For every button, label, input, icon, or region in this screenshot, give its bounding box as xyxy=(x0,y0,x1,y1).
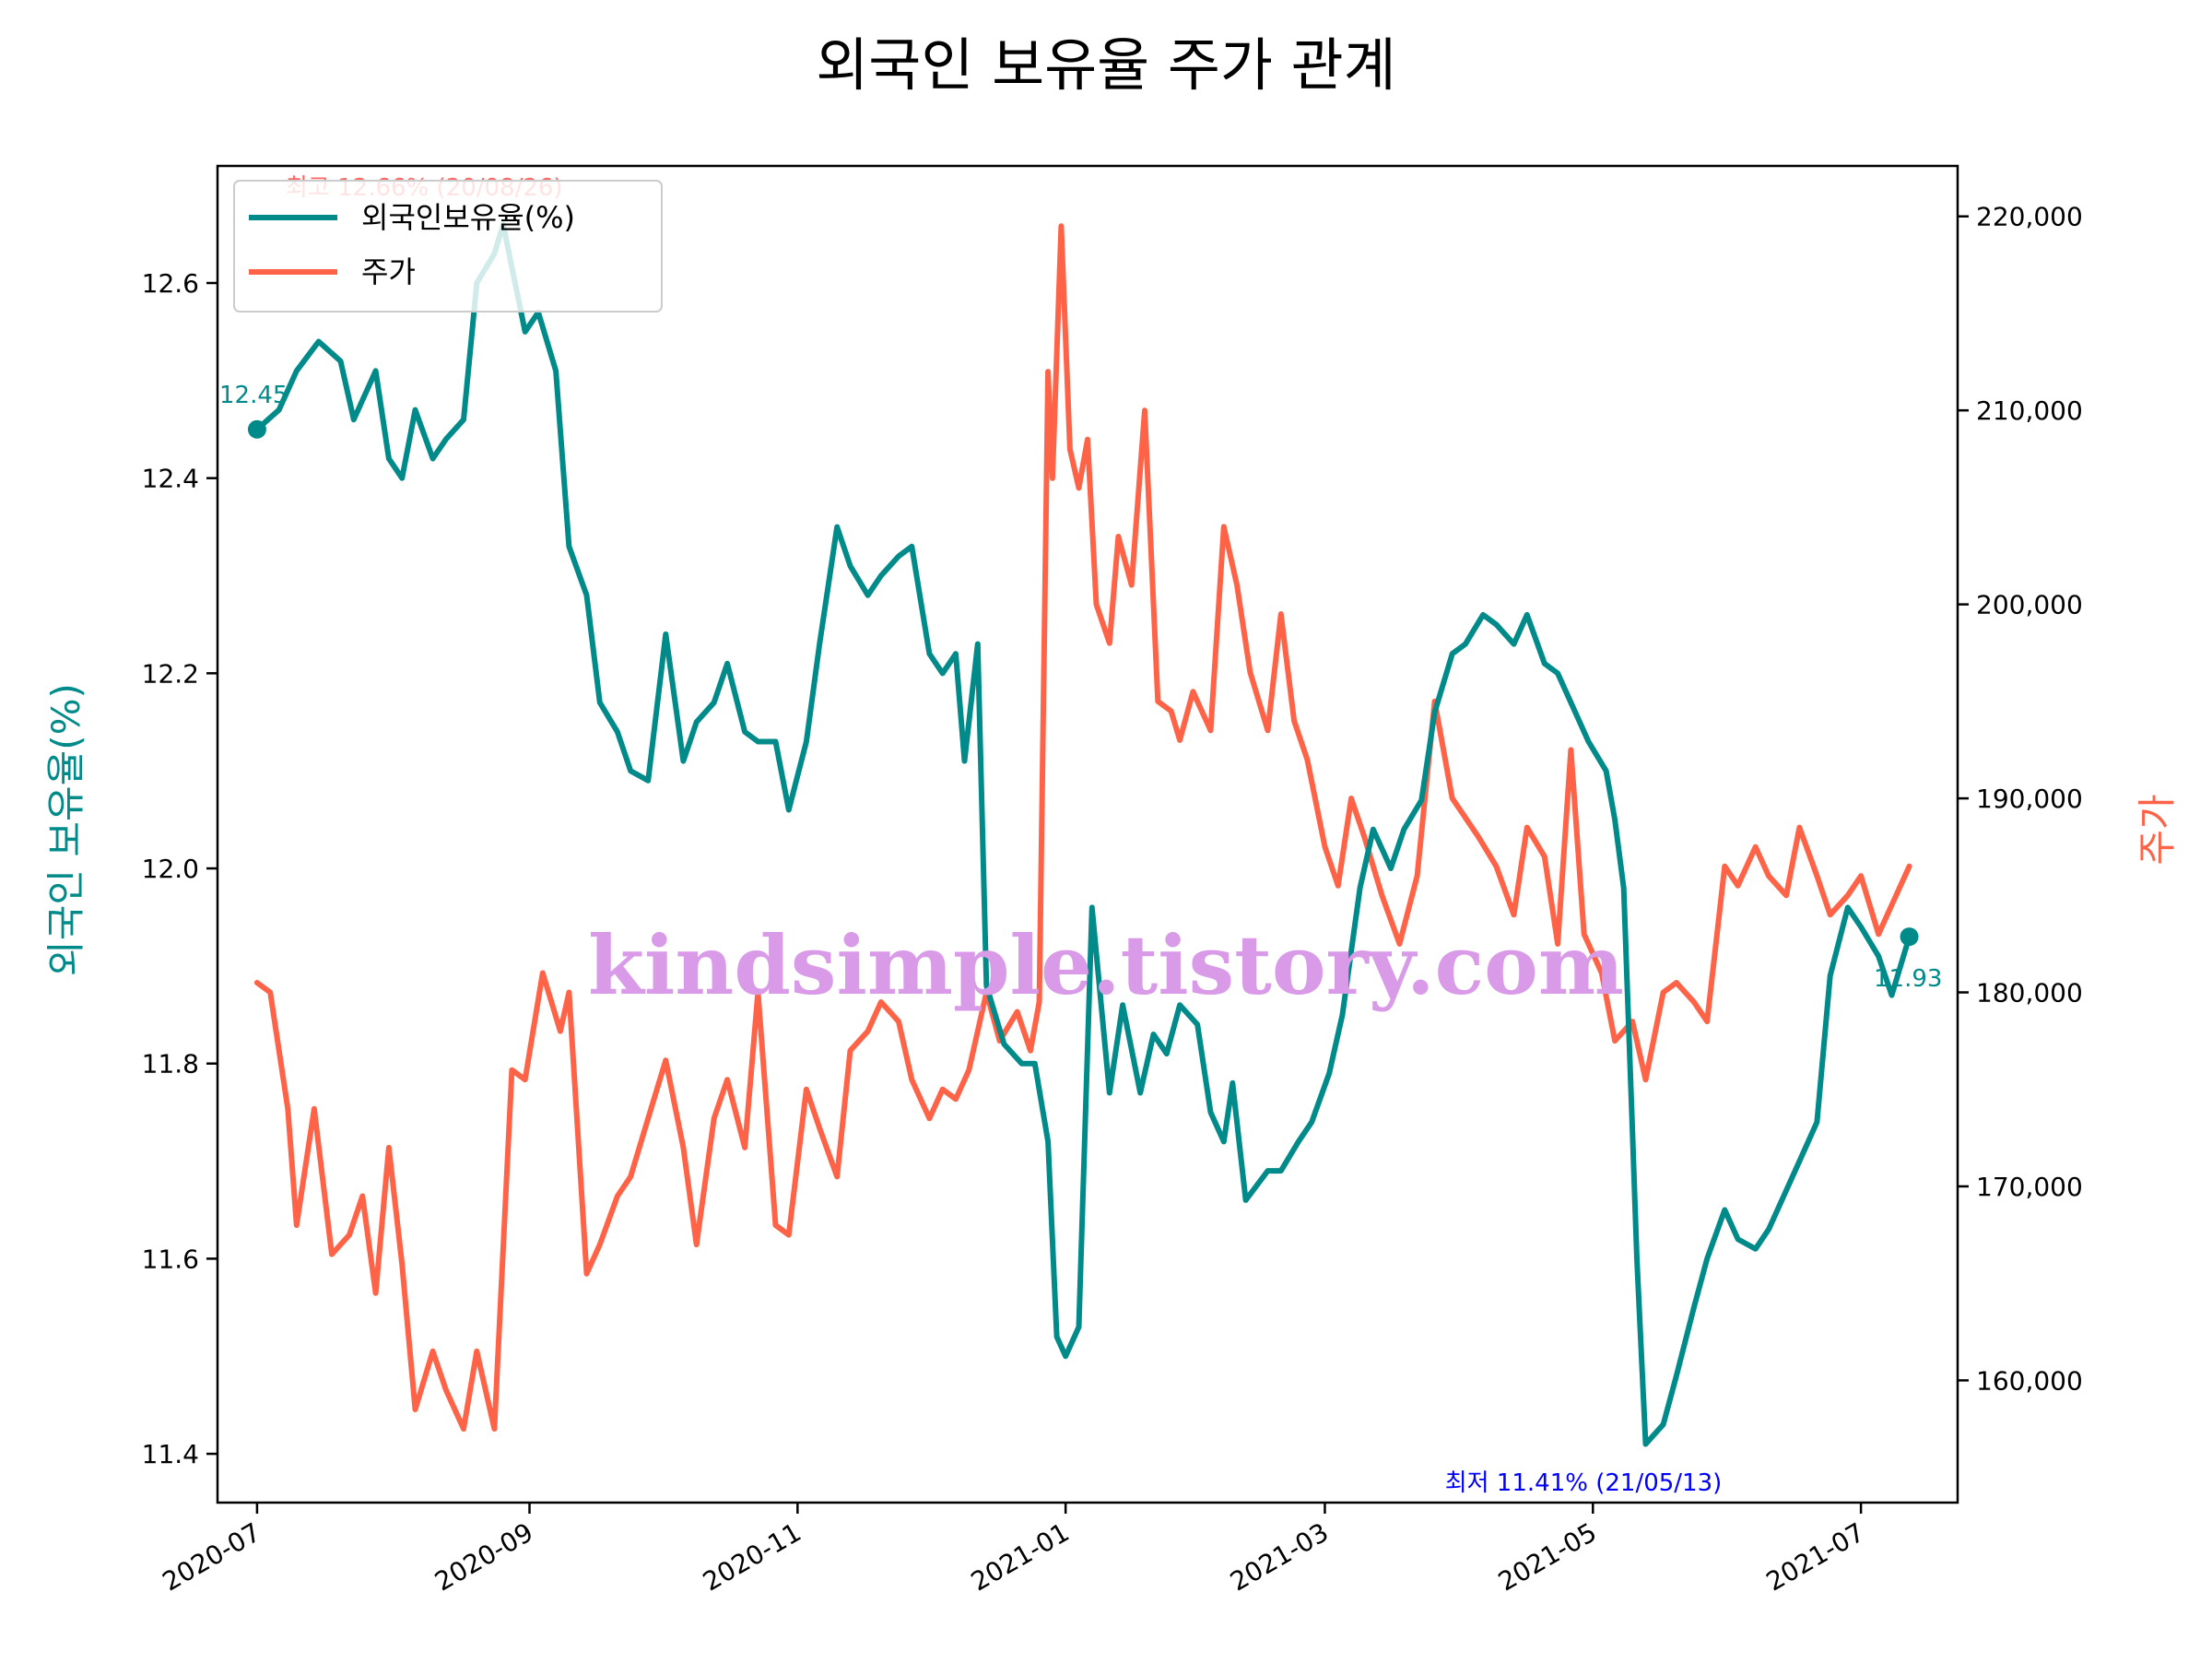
y-left-tick-label: 12.6 xyxy=(142,268,199,299)
chart-title: 외국인 보유율 주가 관계 xyxy=(816,31,1396,99)
series-layer xyxy=(247,221,1919,1447)
y-axis-left: 11.4 11.6 11.8 12.0 12.2 12.4 12.6 xyxy=(142,268,218,1469)
series-line-stock-price xyxy=(253,223,1912,1432)
y-right-tick-label: 220,000 xyxy=(1976,202,2083,232)
y-axis-right-title: 주가 xyxy=(2135,794,2180,865)
y-right-tick-label: 160,000 xyxy=(1976,1365,2083,1396)
y-right-tick-label: 170,000 xyxy=(1976,1172,2083,1202)
plot-frame xyxy=(216,164,1959,1504)
y-left-tick-label: 12.0 xyxy=(142,854,199,884)
y-right-tick-label: 210,000 xyxy=(1976,395,2083,426)
y-left-tick-label: 11.4 xyxy=(142,1439,199,1469)
y-right-tick-label: 180,000 xyxy=(1976,978,2083,1008)
legend: 외국인보유율(%) 주가 xyxy=(233,180,663,313)
min-annotation: 최저 11.41% (21/05/13) xyxy=(1445,1469,1723,1497)
y-axis-right: 160,000 170,000 180,000 190,000 200,000 210,0… xyxy=(1958,202,2083,1396)
start-value-label: 12.45 xyxy=(219,382,288,409)
y-axis-left-title: 외국인 보유율(%) xyxy=(43,683,88,976)
y-right-tick-label: 200,000 xyxy=(1976,590,2083,620)
legend-label-ratio: 외국인보유율(%) xyxy=(361,200,575,235)
y-right-tick-label: 190,000 xyxy=(1976,784,2083,814)
watermark-text: kindsimple.tistory.com xyxy=(588,917,1624,1013)
legend-label-price: 주가 xyxy=(361,254,416,289)
end-point-marker xyxy=(1900,927,1919,947)
y-left-tick-label: 12.4 xyxy=(142,464,199,494)
start-point-marker xyxy=(247,419,266,439)
legend-box xyxy=(233,180,663,313)
end-value-label: 11.93 xyxy=(1874,965,1942,993)
y-left-tick-label: 12.2 xyxy=(142,658,199,689)
series-line-foreign-ratio xyxy=(253,221,1912,1447)
y-left-tick-label: 11.6 xyxy=(142,1244,199,1274)
y-left-tick-label: 11.8 xyxy=(142,1049,199,1079)
